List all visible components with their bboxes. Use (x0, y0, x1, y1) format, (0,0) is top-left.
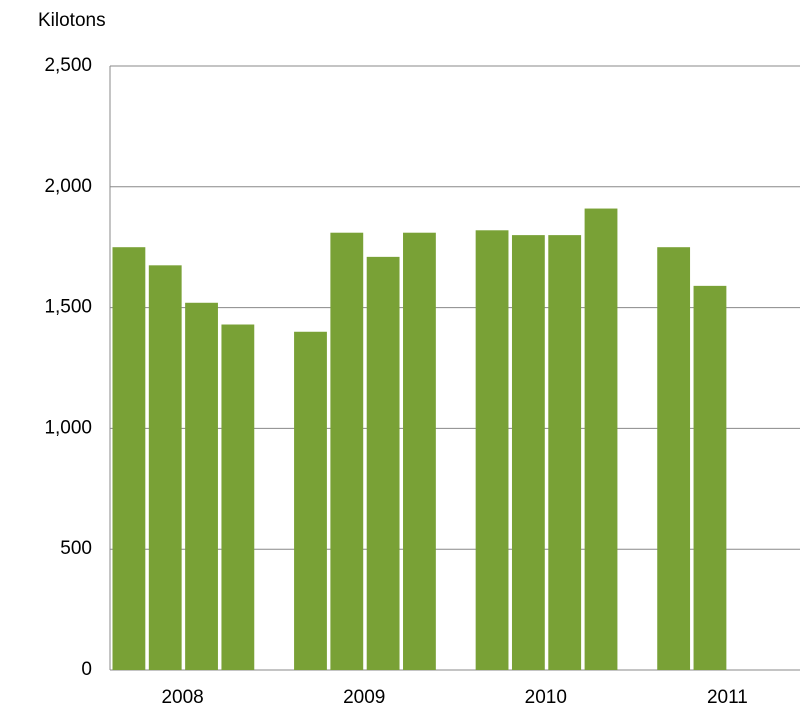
bar (330, 232, 364, 671)
bar (221, 324, 255, 670)
bar (366, 256, 400, 670)
bar (148, 265, 182, 670)
bar (185, 302, 218, 670)
bar (475, 230, 509, 670)
y-tick-label: 1,500 (44, 297, 92, 318)
bar (112, 247, 146, 670)
y-tick-label: 2,500 (44, 55, 92, 76)
x-tick-label: 2011 (707, 687, 748, 708)
bar (548, 235, 582, 670)
x-tick-label: 2008 (161, 687, 203, 708)
y-tick-label: 0 (81, 659, 92, 680)
x-tick-label: 2010 (525, 687, 567, 708)
x-tick-label: 2009 (343, 687, 385, 708)
y-tick-label: 1,000 (44, 417, 92, 438)
bar (294, 331, 327, 670)
bar (693, 285, 727, 670)
y-tick-label: 500 (60, 538, 92, 559)
bar (511, 235, 545, 670)
bar (657, 247, 691, 670)
bar (403, 232, 436, 671)
y-axis-label: Kilotons (38, 10, 106, 31)
y-tick-label: 2,000 (44, 176, 92, 197)
bar (584, 208, 618, 670)
